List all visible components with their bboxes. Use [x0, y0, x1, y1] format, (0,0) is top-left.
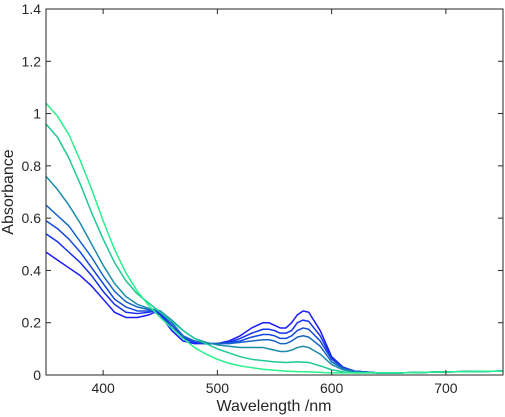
series-line-6	[45, 123, 504, 374]
series-line-3	[45, 220, 504, 374]
y-axis-label: Absorbance	[0, 149, 17, 234]
x-tick-label: 400	[91, 380, 115, 396]
y-tick-label: 1.4	[22, 1, 42, 17]
plot-box	[45, 8, 504, 376]
series-line-7	[45, 102, 504, 374]
x-tick-label: 500	[206, 380, 230, 396]
x-tick-label: 600	[320, 380, 344, 396]
series-layer	[45, 102, 504, 374]
x-tick-label: 700	[434, 380, 458, 396]
y-tick-label: 0.8	[22, 158, 42, 174]
x-axis-label: Wavelength /nm	[216, 398, 331, 415]
y-tick-label: 0.6	[22, 210, 42, 226]
y-tick-label: 1	[33, 106, 41, 122]
y-tick-label: 0.2	[22, 315, 42, 331]
y-tick-label: 0.4	[22, 262, 42, 278]
series-line-4	[45, 204, 504, 374]
y-tick-label: 1.2	[22, 53, 42, 69]
series-line-5	[45, 175, 504, 374]
tick-layer: 400 500 600 700 0 0.2 0.4 0.6 0.8 1 1.2 1.4	[22, 1, 503, 396]
y-tick-label: 0	[33, 367, 41, 383]
